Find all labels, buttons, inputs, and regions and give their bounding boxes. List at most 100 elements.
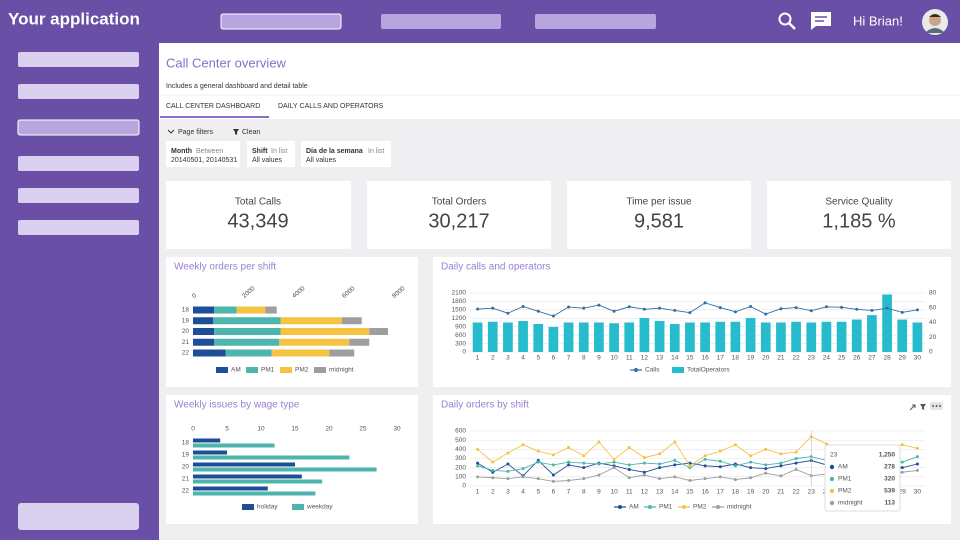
point	[612, 460, 616, 464]
bar	[882, 294, 892, 352]
filter-value: 20140501, 20140531	[171, 157, 237, 164]
bar	[193, 479, 323, 484]
y-tick-label: 18	[182, 440, 190, 447]
x-tick-label: 1	[476, 355, 480, 362]
bar	[563, 322, 574, 352]
chat-icon[interactable]	[811, 12, 831, 30]
nav-item[interactable]	[381, 14, 501, 29]
tab[interactable]: CALL CENTER DASHBOARD	[166, 103, 260, 110]
legend-label: PM1	[261, 367, 275, 374]
bar	[578, 322, 589, 352]
x-tick-label: 23	[808, 489, 816, 496]
x-tick-label: 5	[225, 426, 229, 433]
legend-swatch	[648, 505, 652, 509]
nav-item[interactable]	[535, 14, 656, 29]
point	[642, 461, 646, 465]
legend-label: AM	[629, 504, 639, 511]
x-tick-label: 20	[762, 355, 770, 362]
tooltip-value: 113	[885, 500, 896, 507]
filter-box[interactable]	[166, 141, 240, 167]
menu-item[interactable]	[18, 84, 139, 99]
tab[interactable]: DAILY CALLS AND OPERATORS	[278, 103, 384, 110]
bar	[487, 321, 498, 352]
x-tick-label: 7	[567, 489, 571, 496]
point	[900, 310, 904, 314]
nav-item[interactable]	[220, 13, 342, 30]
kpi-card	[567, 181, 751, 249]
y-tick-label: 600	[455, 428, 466, 435]
bar	[193, 491, 316, 496]
filter-toggle[interactable]: Page filters	[178, 129, 214, 136]
kpi-value: 43,349	[227, 210, 288, 232]
sidebar	[0, 43, 159, 540]
y-tick-label: 20	[182, 464, 190, 471]
point	[840, 305, 844, 309]
menu-item[interactable]	[17, 119, 140, 136]
menu-item[interactable]	[18, 503, 139, 530]
bar	[685, 322, 695, 352]
point	[642, 307, 646, 311]
y-tick-label: 20	[182, 328, 190, 335]
point	[855, 307, 859, 311]
x-tick-label: 21	[777, 355, 785, 362]
point	[536, 309, 540, 313]
kpi-value: 9,581	[634, 210, 684, 232]
tooltip-category: 23	[830, 452, 838, 459]
bar-segment	[369, 328, 388, 335]
point	[794, 306, 798, 310]
x-tick-label: 7	[567, 355, 571, 362]
x-tick-label: 9	[597, 489, 601, 496]
menu-item[interactable]	[18, 156, 139, 171]
filter-value: All values	[252, 157, 282, 164]
chart-toolbar[interactable]	[909, 402, 943, 411]
menu-item[interactable]	[18, 220, 139, 235]
tooltip-label: AM	[838, 464, 848, 471]
chart-title: Daily orders by shift	[441, 400, 529, 411]
chart-title: Daily calls and operators	[441, 262, 551, 273]
point	[900, 443, 904, 447]
tooltip-total: 1,250	[879, 452, 896, 459]
filter-box[interactable]	[247, 141, 295, 167]
kpi-card	[767, 181, 951, 249]
filter-box[interactable]	[301, 141, 391, 167]
filter-clear[interactable]: Clean	[242, 129, 260, 136]
x-tick-label: 18	[732, 489, 740, 496]
bar	[912, 322, 923, 352]
point	[764, 447, 768, 451]
bar-segment	[214, 328, 281, 335]
x-tick-label: 24	[823, 355, 831, 362]
kpi-value: 30,217	[428, 210, 489, 232]
y-tick-label: 100	[455, 474, 466, 481]
point	[506, 451, 510, 455]
point	[627, 468, 631, 471]
legend-swatch	[618, 505, 622, 509]
search-icon[interactable]	[778, 12, 796, 30]
point	[582, 477, 586, 481]
point	[733, 443, 737, 447]
point	[900, 466, 904, 470]
bar-segment	[329, 349, 355, 357]
point	[597, 303, 601, 307]
point	[688, 479, 692, 482]
filter-operator: Between	[196, 148, 223, 155]
bar	[193, 443, 275, 448]
x-tick-label: 30	[914, 355, 922, 362]
legend-label: PM1	[659, 504, 673, 511]
legend-label: PM2	[693, 504, 707, 511]
page-header	[159, 43, 960, 119]
point	[779, 452, 783, 456]
bar	[715, 321, 726, 352]
bar-segment	[271, 349, 330, 357]
bar	[806, 322, 817, 352]
point	[673, 475, 677, 479]
menu-item[interactable]	[18, 188, 139, 203]
y-tick-label: 300	[455, 455, 466, 462]
menu-item[interactable]	[18, 52, 139, 67]
avatar[interactable]	[922, 9, 948, 35]
tooltip-swatch	[829, 476, 835, 482]
y-tick-label: 0	[462, 349, 466, 356]
x-tick-label: 12	[641, 355, 649, 362]
bar-segment	[193, 317, 213, 325]
bar	[193, 474, 302, 479]
y2-tick-label: 80	[929, 290, 937, 297]
